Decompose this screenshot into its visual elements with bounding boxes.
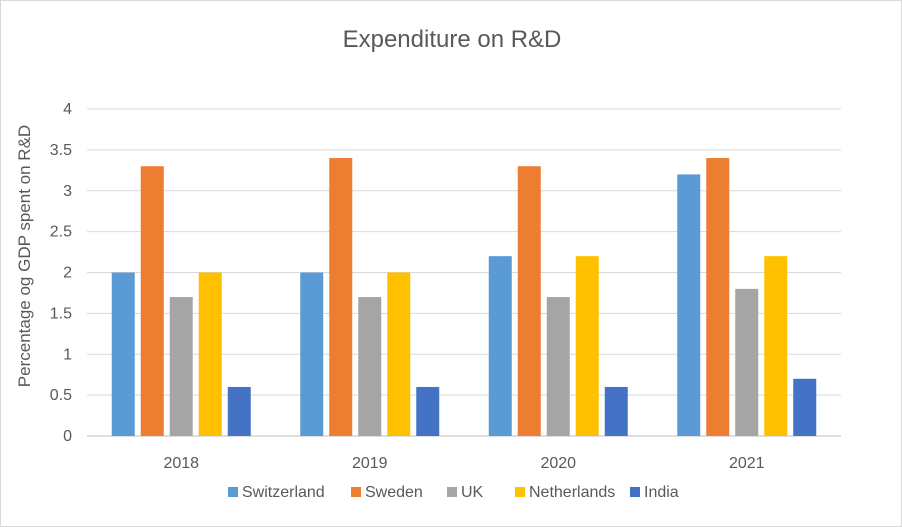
legend-label: Sweden: [365, 484, 423, 501]
y-tick-label: 2: [63, 265, 72, 282]
legend-label: Netherlands: [529, 484, 615, 501]
bar-uk-2019: [358, 297, 382, 436]
legend-label: India: [644, 484, 679, 501]
y-tick-label: 2.5: [50, 224, 72, 241]
bar-uk-2021: [735, 288, 759, 436]
bar-india-2021: [793, 378, 817, 436]
chart-title: Expenditure on R&D: [343, 26, 562, 53]
bar-sweden-2019: [329, 158, 353, 437]
legend-swatch-uk: [447, 487, 457, 497]
legend-swatch-netherlands: [515, 487, 525, 497]
bar-netherlands-2021: [764, 256, 788, 436]
legend-label: Switzerland: [242, 484, 325, 501]
bar-netherlands-2019: [387, 272, 411, 436]
x-category-label: 2020: [540, 455, 576, 472]
bar-india-2019: [416, 386, 440, 436]
y-tick-label: 0.5: [50, 387, 72, 404]
bar-sweden-2018: [140, 166, 164, 436]
y-axis-label: Percentage og GDP spent on R&D: [15, 125, 34, 387]
y-axis-ticks: 0 0.5 1 1.5 2 2.5 3 3.5 4: [50, 101, 72, 445]
y-tick-label: 3.5: [50, 142, 72, 159]
y-tick-label: 0: [63, 428, 72, 445]
legend-swatch-sweden: [351, 487, 361, 497]
y-tick-label: 3: [63, 183, 72, 200]
bar-india-2020: [604, 386, 628, 436]
y-tick-label: 1: [63, 346, 72, 363]
x-category-label: 2019: [352, 455, 388, 472]
x-axis-categories: 2018 2019 2020 2021: [163, 455, 764, 472]
legend-label: UK: [461, 484, 484, 501]
bar-sweden-2020: [517, 166, 541, 436]
bar-india-2018: [227, 386, 251, 436]
legend-swatch-switzerland: [228, 487, 238, 497]
x-category-label: 2021: [729, 455, 765, 472]
bar-switzerland-2021: [677, 174, 701, 436]
bar-uk-2020: [546, 297, 570, 436]
legend-swatch-india: [630, 487, 640, 497]
bar-switzerland-2018: [111, 272, 135, 436]
y-tick-label: 1.5: [50, 305, 72, 322]
bar-switzerland-2020: [488, 256, 512, 436]
legend: Switzerland Sweden UK Netherlands India: [228, 484, 679, 501]
bar-uk-2018: [169, 297, 193, 436]
bar-netherlands-2018: [198, 272, 222, 436]
bar-switzerland-2019: [300, 272, 324, 436]
bars: [111, 158, 817, 437]
bar-sweden-2021: [706, 158, 730, 437]
bar-netherlands-2020: [575, 256, 599, 436]
x-category-label: 2018: [163, 455, 199, 472]
y-tick-label: 4: [63, 101, 72, 118]
